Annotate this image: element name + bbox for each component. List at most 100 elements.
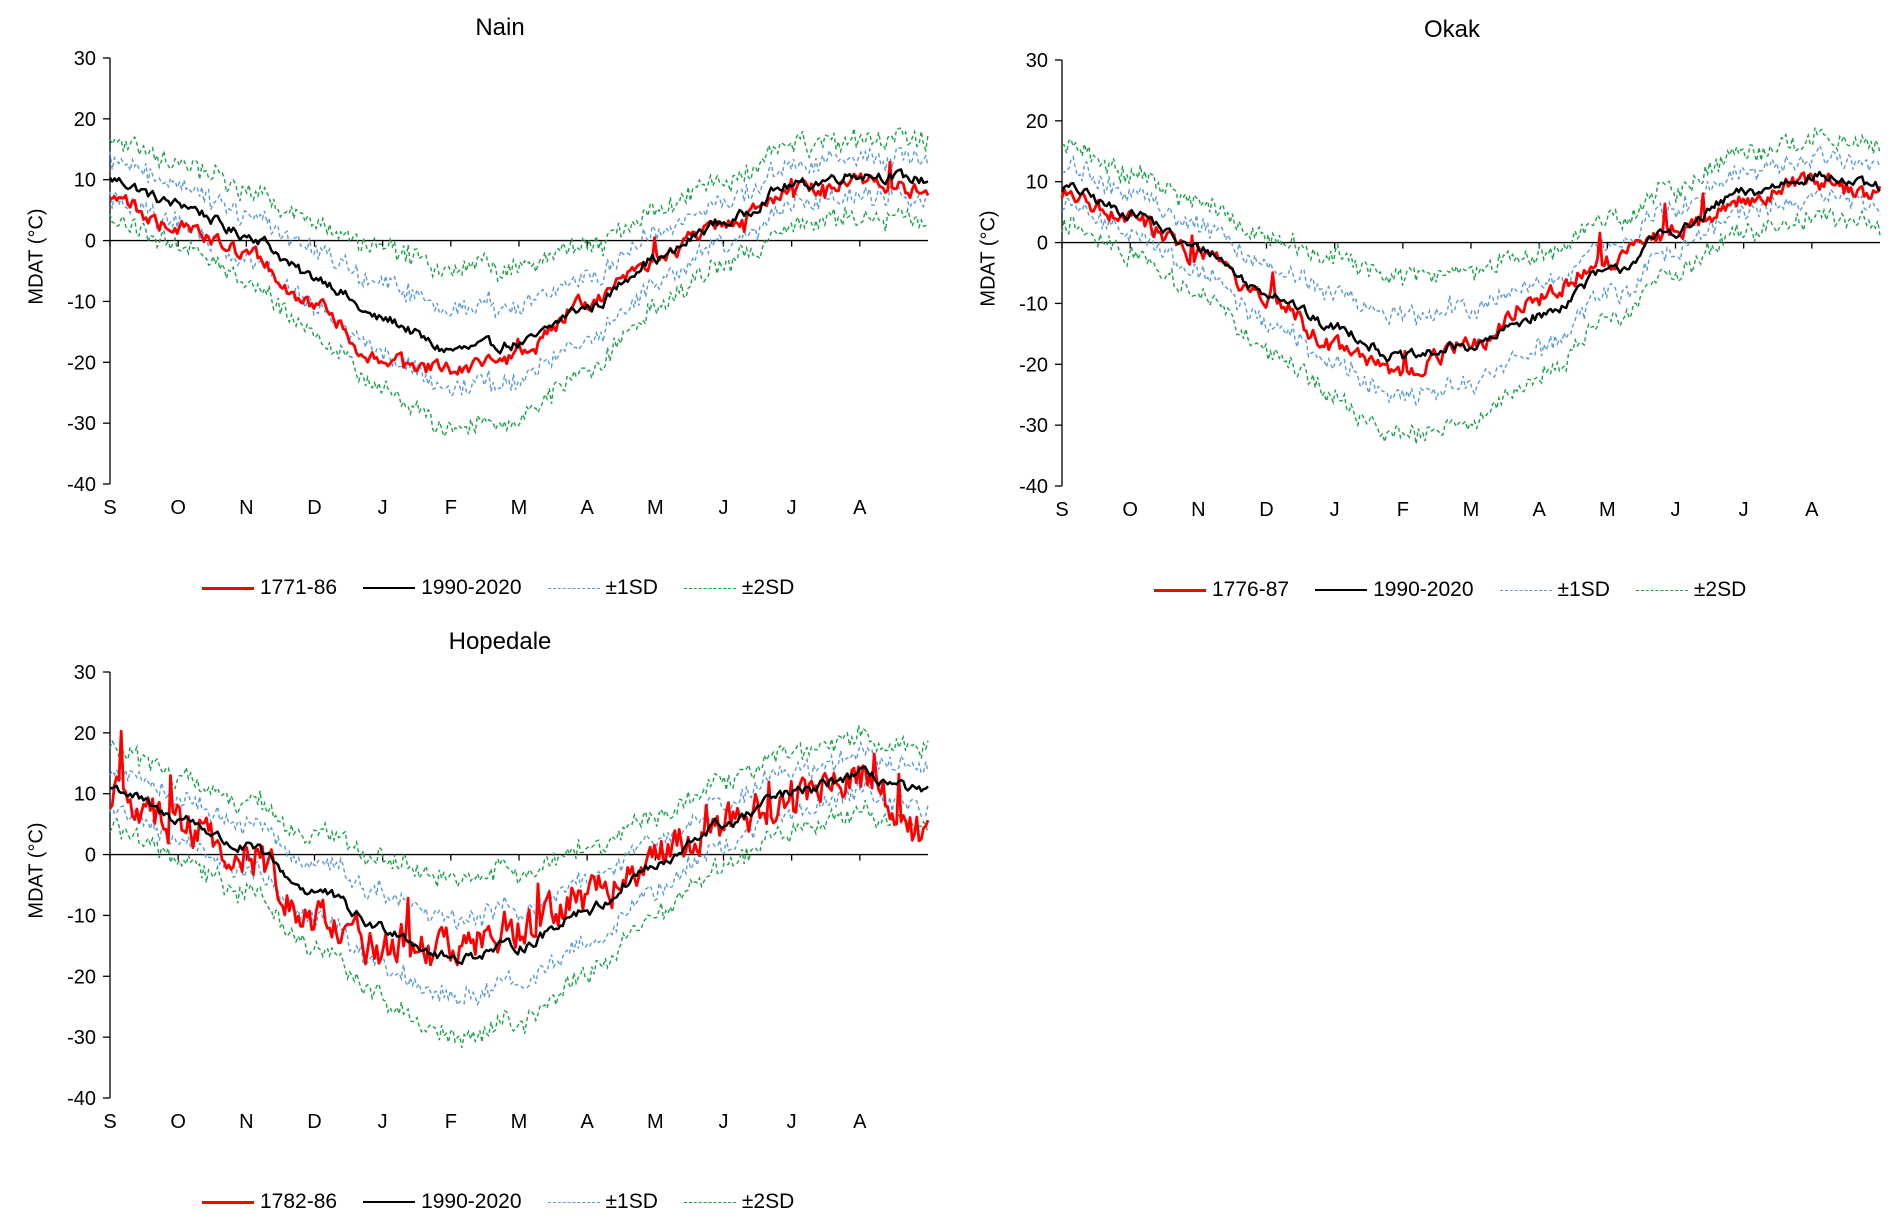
x-tick-label: J: [719, 1111, 729, 1133]
line-chart: 30 20 10 0 -10 -20 -30 -40 S O N D J F M A M J J A: [1019, 50, 1882, 521]
sd2-lower-line: [109, 799, 929, 1048]
x-tick-label: S: [103, 497, 116, 519]
x-tick-label: A: [1532, 499, 1546, 521]
sd1-lower-line: [109, 780, 929, 1007]
x-tick-label: M: [511, 497, 528, 519]
y-tick-label: 20: [1026, 111, 1048, 133]
y-tick-label: -40: [67, 1088, 96, 1110]
chart-panel-okak: Okak MDAT (°C) 30 20 10 0 -10 -20 -30 -40 S O N D J F…: [952, 2, 1882, 602]
legend-item-historical: 1782-86: [202, 1190, 337, 1214]
y-tick-label: -20: [67, 966, 96, 988]
y-tick-label: 20: [74, 109, 96, 131]
legend-label: ±2SD: [741, 576, 795, 599]
x-tick-label: A: [1805, 499, 1819, 521]
chart-title: Hopedale: [448, 628, 552, 655]
sd1-upper-line: [1061, 143, 1881, 326]
legend-swatch-normal: [363, 587, 416, 589]
historical-series-line: [1060, 171, 1882, 378]
legend-swatch-historical: [1154, 588, 1206, 592]
legend-label: ±1SD: [605, 576, 658, 599]
legend-item-sd2: ±2SD: [683, 576, 795, 600]
x-tick-label: J: [1739, 499, 1749, 521]
y-tick-label: -40: [1019, 476, 1048, 498]
legend-item-historical: 1771-86: [202, 576, 337, 600]
x-tick-label: A: [853, 497, 867, 519]
normal-series-line: [109, 765, 929, 965]
y-tick-label: 20: [74, 723, 96, 745]
sd2-upper-line: [109, 725, 929, 889]
legend-label: 1990-2020: [1373, 578, 1474, 601]
x-tick-label: M: [511, 1111, 528, 1133]
legend-label: ±1SD: [605, 1190, 658, 1213]
legend-swatch-sd2: [683, 587, 736, 589]
y-tick-label: -30: [1019, 415, 1048, 437]
y-tick-label: 0: [85, 845, 96, 867]
legend-item-sd2: ±2SD: [683, 1190, 795, 1214]
line-chart: 30 20 10 0 -10 -20 -30 -40 S O N D J F M A M J J A: [67, 662, 930, 1133]
legend: 1782-86 1990-2020 ±1SD ±2SD: [202, 1190, 820, 1214]
x-tick-label: O: [170, 497, 186, 519]
legend-label: 1776-87: [1212, 578, 1290, 601]
y-tick-label: -10: [1019, 293, 1048, 315]
x-tick-label: J: [1671, 499, 1681, 521]
sd2-upper-line: [109, 126, 929, 283]
y-tick-label: -20: [67, 352, 96, 374]
sd1-lower-line: [109, 184, 929, 397]
x-tick-label: M: [1599, 499, 1616, 521]
x-tick-label: J: [719, 497, 729, 519]
y-tick-label: -10: [67, 905, 96, 927]
y-tick-label: 0: [85, 231, 96, 253]
legend-label: ±1SD: [1557, 578, 1610, 601]
legend-item-sd1: ±1SD: [547, 576, 658, 600]
normal-series-line: [1060, 170, 1881, 363]
x-tick-label: F: [445, 497, 457, 519]
x-tick-label: J: [1330, 499, 1340, 521]
x-tick-label: O: [1122, 499, 1138, 521]
legend-item-sd2: ±2SD: [1635, 578, 1746, 602]
normal-series-line: [108, 168, 929, 355]
x-tick-label: A: [580, 497, 594, 519]
x-tick-label: D: [307, 1111, 321, 1133]
y-tick-label: 10: [1026, 172, 1048, 194]
y-tick-label: 10: [74, 170, 96, 192]
legend: 1776-87 1990-2020 ±1SD ±2SD: [1154, 578, 1772, 602]
historical-series-line: [108, 729, 930, 967]
y-tick-label: 30: [74, 48, 96, 70]
x-tick-label: J: [787, 497, 797, 519]
sd1-upper-line: [109, 146, 929, 319]
sd1-upper-line: [109, 740, 929, 932]
legend-swatch-historical: [202, 586, 254, 590]
x-tick-label: S: [1055, 499, 1068, 521]
line-chart: 30 20 10 0 -10 -20 -30 -40 S O N D J F M A M J J A: [67, 48, 930, 519]
sd2-lower-line: [109, 206, 929, 438]
legend-item-normal: 1990-2020: [363, 576, 522, 600]
legend-label: ±2SD: [741, 1190, 795, 1213]
legend-label: 1771-86: [260, 576, 338, 599]
legend-label: 1990-2020: [421, 1190, 522, 1213]
chart-title: Nain: [475, 14, 525, 41]
legend-item-sd1: ±1SD: [1499, 578, 1610, 602]
y-tick-label: 30: [74, 662, 96, 684]
y-tick-label: 30: [1026, 50, 1048, 72]
y-tick-label: -20: [1019, 354, 1048, 376]
sd1-lower-line: [1061, 186, 1881, 407]
x-tick-label: J: [378, 1111, 388, 1133]
legend-item-normal: 1990-2020: [1315, 578, 1474, 602]
x-tick-label: J: [787, 1111, 797, 1133]
x-tick-label: N: [239, 497, 253, 519]
legend-swatch-sd2: [683, 1201, 736, 1203]
y-tick-label: 0: [1037, 233, 1048, 255]
y-tick-label: -10: [67, 291, 96, 313]
legend-label: 1782-86: [260, 1190, 338, 1213]
chart-title: Okak: [1423, 16, 1480, 43]
y-tick-label: -30: [67, 1027, 96, 1049]
legend-item-normal: 1990-2020: [363, 1190, 522, 1214]
x-tick-label: S: [103, 1111, 116, 1133]
x-tick-label: F: [445, 1111, 457, 1133]
x-tick-label: A: [580, 1111, 594, 1133]
x-tick-label: A: [853, 1111, 867, 1133]
legend-swatch-sd1: [1499, 589, 1552, 591]
legend-swatch-sd1: [547, 1201, 600, 1203]
x-tick-label: J: [378, 497, 388, 519]
x-tick-label: D: [1259, 499, 1273, 521]
